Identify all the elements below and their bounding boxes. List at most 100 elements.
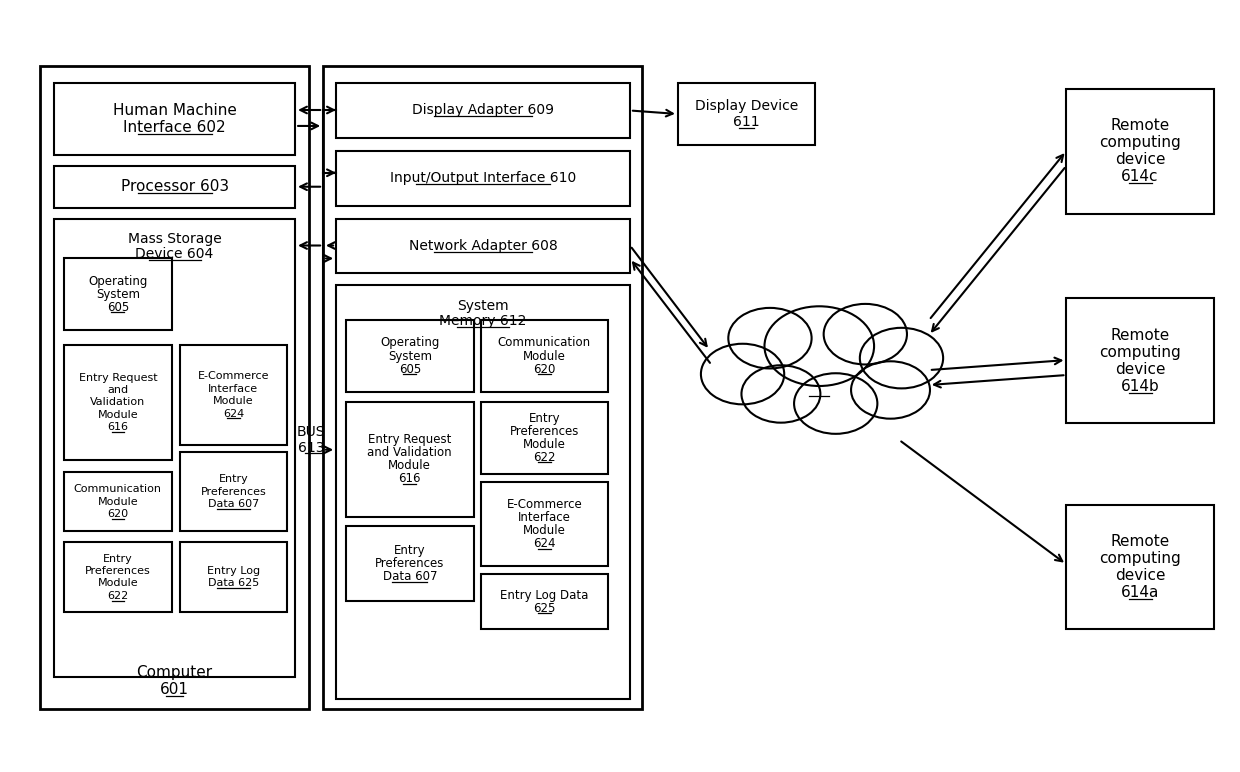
Bar [1066, 505, 1214, 629]
Text: Interface: Interface [208, 384, 258, 394]
Text: Preferences: Preferences [84, 566, 151, 576]
Bar [336, 83, 630, 138]
Text: Module: Module [523, 524, 565, 537]
Ellipse shape [728, 308, 812, 368]
Ellipse shape [765, 306, 874, 386]
Text: Remote: Remote [1111, 534, 1169, 549]
Text: System: System [95, 288, 140, 301]
Text: Validation: Validation [91, 398, 145, 408]
Text: Entry: Entry [218, 474, 248, 484]
Text: Network: Network [781, 359, 857, 377]
Text: 622: 622 [533, 451, 556, 464]
Text: 624: 624 [223, 408, 244, 418]
Text: BUS
613: BUS 613 [296, 425, 325, 455]
Text: and: and [107, 385, 129, 395]
Bar [180, 452, 288, 531]
Text: Preferences: Preferences [201, 486, 267, 496]
Bar [55, 83, 295, 155]
Text: Operating: Operating [88, 275, 148, 288]
Bar [1066, 89, 1214, 214]
Text: Module: Module [523, 350, 565, 363]
Text: 611: 611 [733, 115, 760, 129]
Text: Entry: Entry [528, 411, 560, 425]
Bar [180, 543, 288, 612]
Text: Entry Request: Entry Request [368, 433, 451, 446]
Text: Communication: Communication [497, 337, 590, 350]
Text: Interface 602: Interface 602 [123, 120, 226, 135]
Text: Device 604: Device 604 [135, 247, 213, 261]
Text: Entry Log Data: Entry Log Data [500, 589, 589, 601]
Text: device: device [1115, 361, 1166, 377]
Text: and Validation: and Validation [367, 446, 453, 459]
Bar [64, 472, 171, 531]
Text: 625: 625 [533, 602, 556, 615]
Text: 616: 616 [108, 422, 128, 432]
Text: Interface: Interface [518, 511, 570, 524]
Text: 615: 615 [802, 379, 837, 397]
Text: 614b: 614b [1121, 378, 1159, 394]
Text: 614c: 614c [1121, 169, 1159, 185]
Ellipse shape [823, 304, 906, 364]
Text: computing: computing [1099, 135, 1180, 151]
Bar [64, 345, 171, 460]
Text: computing: computing [1099, 344, 1180, 360]
Bar [336, 151, 630, 205]
Text: device: device [1115, 568, 1166, 583]
Bar [40, 66, 309, 709]
Bar [336, 218, 630, 273]
Text: Input/Output Interface 610: Input/Output Interface 610 [389, 171, 577, 185]
Text: 601: 601 [160, 682, 190, 697]
Bar [55, 166, 295, 208]
Bar [55, 218, 295, 677]
Text: Human Machine: Human Machine [113, 103, 237, 118]
Text: 616: 616 [398, 472, 422, 486]
Text: 620: 620 [533, 363, 556, 376]
Ellipse shape [794, 373, 878, 434]
Text: Memory 612: Memory 612 [439, 314, 527, 328]
Text: Data 625: Data 625 [208, 578, 259, 588]
Text: Display Device: Display Device [694, 100, 799, 113]
Text: Preferences: Preferences [510, 425, 579, 438]
Text: System: System [388, 350, 432, 363]
Bar [481, 574, 608, 629]
Bar [324, 66, 642, 709]
Text: Operating: Operating [381, 337, 439, 350]
Bar [180, 345, 288, 445]
Bar [346, 320, 474, 392]
Bar [678, 83, 815, 145]
Ellipse shape [851, 361, 930, 418]
Bar [1066, 298, 1214, 423]
Text: Mass Storage: Mass Storage [128, 232, 222, 245]
Bar [346, 527, 474, 601]
Text: Network Adapter 608: Network Adapter 608 [409, 239, 557, 253]
Text: Entry: Entry [394, 544, 425, 557]
Text: Module: Module [98, 496, 138, 506]
Text: Remote: Remote [1111, 118, 1169, 134]
Ellipse shape [742, 365, 821, 422]
Bar [481, 402, 608, 474]
Text: Computer: Computer [136, 665, 213, 680]
Text: Module: Module [213, 396, 254, 406]
Text: Remote: Remote [1111, 327, 1169, 343]
Bar [64, 259, 171, 330]
Ellipse shape [859, 328, 944, 388]
Text: Module: Module [98, 578, 138, 588]
Ellipse shape [701, 344, 784, 405]
Text: Entry Request: Entry Request [78, 373, 157, 383]
Text: System: System [458, 299, 508, 313]
Bar [481, 482, 608, 567]
Text: Entry Log: Entry Log [207, 566, 260, 576]
Text: Entry: Entry [103, 554, 133, 564]
Bar [481, 320, 608, 392]
Text: 614a: 614a [1121, 585, 1159, 600]
Text: device: device [1115, 152, 1166, 168]
Text: Communication: Communication [74, 484, 161, 494]
Bar [64, 543, 171, 612]
Text: 624: 624 [533, 537, 556, 550]
Text: Preferences: Preferences [374, 557, 444, 571]
Text: Data 607: Data 607 [382, 571, 436, 584]
Text: computing: computing [1099, 551, 1180, 566]
Text: E-Commerce: E-Commerce [506, 498, 582, 511]
Text: Module: Module [388, 459, 432, 472]
Bar [346, 402, 474, 516]
